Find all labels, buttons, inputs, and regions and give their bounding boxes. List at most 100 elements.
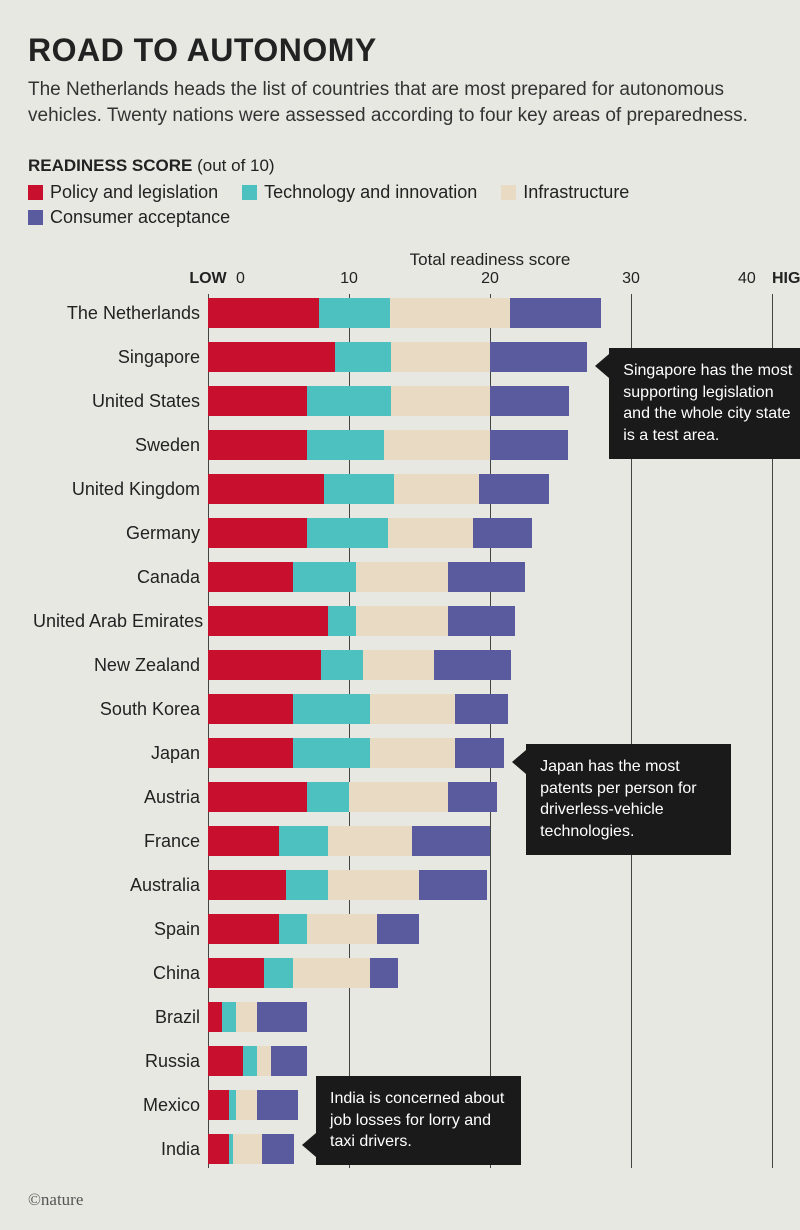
bar-segment-consumer [490, 430, 568, 460]
stacked-bar [208, 606, 772, 636]
axis-title: Total readiness score [410, 250, 571, 270]
bar-segment-consumer [419, 870, 487, 900]
stacked-bar [208, 298, 772, 328]
stacked-bar [208, 870, 772, 900]
country-label: France [33, 831, 208, 852]
bar-segment-infra [236, 1090, 257, 1120]
bar-segment-consumer [448, 562, 526, 592]
country-label: United Kingdom [33, 479, 208, 500]
bar-segment-consumer [455, 738, 504, 768]
bar-segment-infra [349, 782, 448, 812]
country-label: Germany [33, 523, 208, 544]
stacked-bar [208, 650, 772, 680]
table-row: New Zealand [208, 646, 772, 684]
country-label: India [33, 1139, 208, 1160]
bar-segment-policy [208, 650, 321, 680]
bar-segment-policy [208, 958, 264, 988]
legend-label: Consumer acceptance [50, 207, 230, 228]
bar-segment-policy [208, 738, 293, 768]
bar-segment-consumer [455, 694, 509, 724]
bar-segment-tech [286, 870, 328, 900]
bar-segment-tech [222, 1002, 236, 1032]
stacked-bar [208, 1002, 772, 1032]
bar-segment-policy [208, 870, 286, 900]
bar-segment-policy [208, 826, 279, 856]
bar-segment-tech [279, 914, 307, 944]
bar-segment-infra [390, 298, 510, 328]
table-row: United Kingdom [208, 470, 772, 508]
bar-segment-infra [328, 870, 420, 900]
bar-segment-policy [208, 694, 293, 724]
bar-segment-policy [208, 1090, 229, 1120]
bar-segment-infra [293, 958, 371, 988]
legend-title: READINESS SCORE (out of 10) [28, 156, 772, 176]
table-row: Brazil [208, 998, 772, 1036]
bar-segment-tech [293, 694, 371, 724]
bar-segment-infra [384, 430, 490, 460]
axis-tick-label: 30 [622, 270, 640, 288]
country-label: Russia [33, 1051, 208, 1072]
bar-segment-consumer [490, 342, 587, 372]
bar-segment-tech [229, 1090, 236, 1120]
legend-item: Technology and innovation [242, 182, 477, 203]
table-row: South Korea [208, 690, 772, 728]
country-label: Austria [33, 787, 208, 808]
stacked-bar [208, 694, 772, 724]
chart-subtitle: The Netherlands heads the list of countr… [28, 77, 748, 128]
callout-arrow-icon [512, 750, 526, 774]
country-label: United Arab Emirates [33, 611, 208, 632]
bar-segment-consumer [479, 474, 550, 504]
country-label: Sweden [33, 435, 208, 456]
credit: ©nature [28, 1190, 772, 1210]
axis-header: Total readiness score LOW102030HIGH040 [208, 250, 772, 294]
stacked-bar [208, 1046, 772, 1076]
country-label: New Zealand [33, 655, 208, 676]
bar-segment-consumer [257, 1002, 306, 1032]
bar-segment-infra [328, 826, 413, 856]
bar-segment-tech [335, 342, 391, 372]
axis-low-label: LOW [189, 270, 226, 288]
bar-segment-consumer [271, 1046, 306, 1076]
table-row: United Arab Emirates [208, 602, 772, 640]
table-row: Canada [208, 558, 772, 596]
legend-label: Technology and innovation [264, 182, 477, 203]
chart-area: The NetherlandsSingaporeUnited StatesSwe… [208, 294, 772, 1168]
bar-segment-consumer [473, 518, 532, 548]
bar-segment-tech [243, 1046, 257, 1076]
stacked-bar [208, 518, 772, 548]
bar-segment-infra [356, 562, 448, 592]
bar-segment-tech [293, 738, 371, 768]
country-label: Canada [33, 567, 208, 588]
table-row: Australia [208, 866, 772, 904]
country-label: United States [33, 391, 208, 412]
bar-segment-tech [279, 826, 328, 856]
table-row: Spain [208, 910, 772, 948]
callout: Singapore has the most supporting legisl… [609, 348, 800, 458]
bar-segment-tech [293, 562, 356, 592]
axis-tick-label: 10 [340, 270, 358, 288]
axis-tick-label: 0 [236, 270, 245, 288]
bar-segment-infra [370, 738, 455, 768]
country-label: Mexico [33, 1095, 208, 1116]
bar-segment-tech [319, 298, 390, 328]
bar-segment-consumer [434, 650, 512, 680]
legend-title-bold: READINESS SCORE [28, 156, 192, 175]
bar-segment-infra [236, 1002, 257, 1032]
legend-item: Infrastructure [501, 182, 629, 203]
country-label: South Korea [33, 699, 208, 720]
country-label: Spain [33, 919, 208, 940]
bar-segment-consumer [262, 1134, 294, 1164]
bar-segment-consumer [377, 914, 419, 944]
legend-swatch [28, 210, 43, 225]
bar-segment-policy [208, 782, 307, 812]
table-row: Russia [208, 1042, 772, 1080]
bar-segment-tech [321, 650, 363, 680]
legend-item: Policy and legislation [28, 182, 218, 203]
bar-segment-policy [208, 1002, 222, 1032]
bar-segment-tech [328, 606, 356, 636]
bar-segment-consumer [510, 298, 602, 328]
country-label: The Netherlands [33, 303, 208, 324]
bar-segment-policy [208, 386, 307, 416]
bar-segment-tech [307, 386, 392, 416]
stacked-bar [208, 562, 772, 592]
